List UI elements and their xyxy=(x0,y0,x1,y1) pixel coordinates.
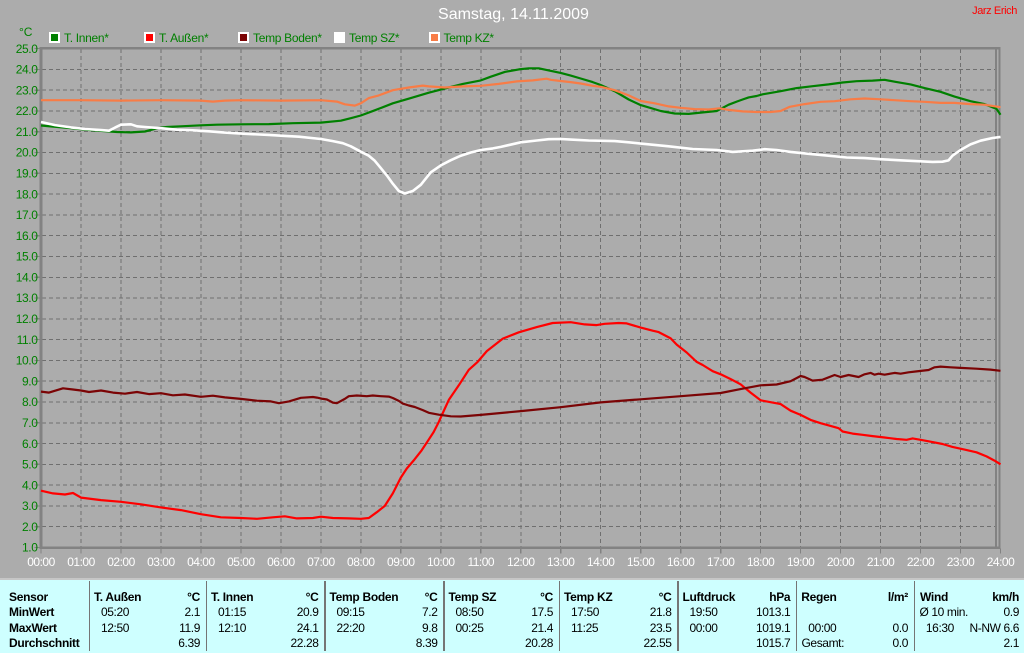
svg-text:22:00: 22:00 xyxy=(907,555,935,569)
svg-text:18.0: 18.0 xyxy=(16,187,38,201)
svg-text:17.0: 17.0 xyxy=(16,208,38,222)
svg-text:5.0: 5.0 xyxy=(22,458,38,472)
svg-text:13.0: 13.0 xyxy=(16,291,38,305)
svg-text:15:00: 15:00 xyxy=(627,555,655,569)
svg-text:1.0: 1.0 xyxy=(22,541,38,555)
svg-text:00:00: 00:00 xyxy=(27,555,55,569)
svg-text:18:00: 18:00 xyxy=(747,555,775,569)
svg-text:11:00: 11:00 xyxy=(467,555,494,569)
svg-text:01:00: 01:00 xyxy=(67,555,95,569)
svg-text:14:00: 14:00 xyxy=(587,555,615,569)
svg-text:24:00: 24:00 xyxy=(987,555,1015,569)
svg-text:07:00: 07:00 xyxy=(307,555,335,569)
svg-text:06:00: 06:00 xyxy=(267,555,295,569)
svg-text:04:00: 04:00 xyxy=(187,555,215,569)
svg-text:11.0: 11.0 xyxy=(17,333,39,347)
svg-text:13:00: 13:00 xyxy=(547,555,575,569)
svg-text:14.0: 14.0 xyxy=(16,271,38,285)
svg-text:16.0: 16.0 xyxy=(16,229,38,243)
svg-text:02:00: 02:00 xyxy=(107,555,135,569)
svg-text:21.0: 21.0 xyxy=(16,125,38,139)
svg-text:19.0: 19.0 xyxy=(16,167,38,181)
svg-text:16:00: 16:00 xyxy=(667,555,695,569)
svg-text:09:00: 09:00 xyxy=(387,555,415,569)
svg-text:12:00: 12:00 xyxy=(507,555,535,569)
svg-text:22.0: 22.0 xyxy=(16,104,38,118)
svg-text:23.0: 23.0 xyxy=(16,83,38,97)
svg-text:7.0: 7.0 xyxy=(22,416,38,430)
svg-text:10.0: 10.0 xyxy=(16,354,38,368)
svg-text:12.0: 12.0 xyxy=(16,312,38,326)
svg-text:20:00: 20:00 xyxy=(827,555,855,569)
svg-text:05:00: 05:00 xyxy=(227,555,255,569)
svg-text:19:00: 19:00 xyxy=(787,555,815,569)
svg-text:24.0: 24.0 xyxy=(16,63,38,77)
svg-text:21:00: 21:00 xyxy=(867,555,895,569)
svg-text:2.0: 2.0 xyxy=(22,520,38,534)
svg-text:25.0: 25.0 xyxy=(16,42,38,56)
svg-text:08:00: 08:00 xyxy=(347,555,375,569)
svg-text:3.0: 3.0 xyxy=(22,499,38,513)
svg-text:6.0: 6.0 xyxy=(22,437,38,451)
svg-text:03:00: 03:00 xyxy=(147,555,175,569)
svg-text:10:00: 10:00 xyxy=(427,555,455,569)
svg-text:15.0: 15.0 xyxy=(16,250,38,264)
svg-text:9.0: 9.0 xyxy=(22,374,38,388)
svg-text:17:00: 17:00 xyxy=(707,555,735,569)
svg-text:20.0: 20.0 xyxy=(16,146,38,160)
svg-text:4.0: 4.0 xyxy=(22,478,38,492)
svg-text:23:00: 23:00 xyxy=(947,555,975,569)
svg-text:8.0: 8.0 xyxy=(22,395,38,409)
